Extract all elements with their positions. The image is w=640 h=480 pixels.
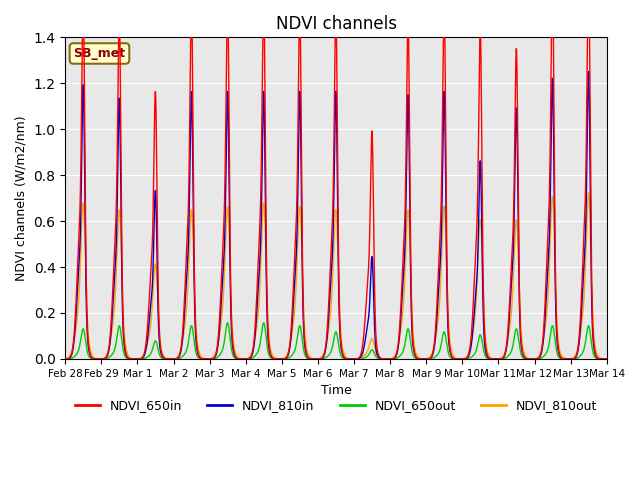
Title: NDVI channels: NDVI channels bbox=[275, 15, 397, 33]
Text: SB_met: SB_met bbox=[74, 47, 125, 60]
Legend: NDVI_650in, NDVI_810in, NDVI_650out, NDVI_810out: NDVI_650in, NDVI_810in, NDVI_650out, NDV… bbox=[70, 394, 602, 417]
Y-axis label: NDVI channels (W/m2/nm): NDVI channels (W/m2/nm) bbox=[15, 115, 28, 281]
X-axis label: Time: Time bbox=[321, 384, 351, 397]
